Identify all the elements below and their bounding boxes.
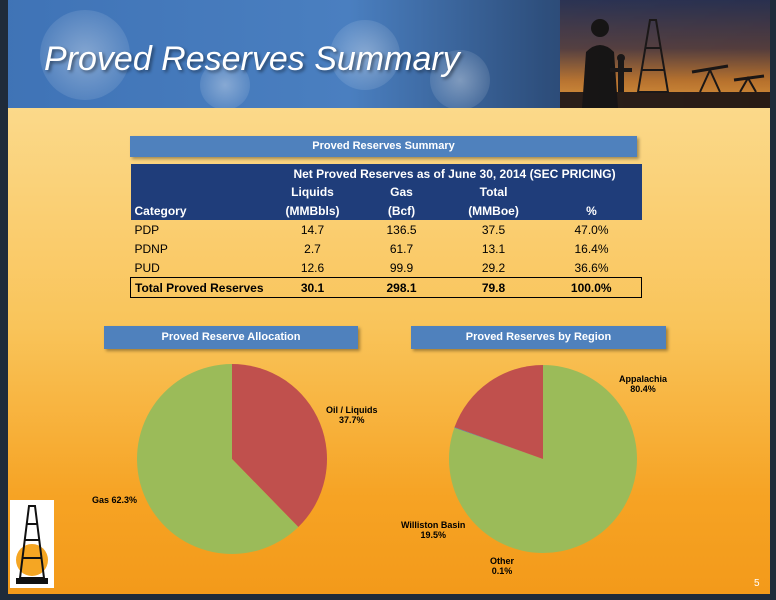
col-header-top: [130, 183, 268, 201]
appalachia-slice-label: Appalachia 80.4%: [619, 374, 668, 394]
table-header-row-top: Liquids Gas Total: [130, 183, 642, 201]
row-liquids: 2.7: [304, 241, 321, 256]
table-banner: Proved Reserves Summary: [130, 136, 637, 157]
total-gas: 298.1: [357, 277, 446, 298]
table-row: PDP 14.7 136.5 37.5 47.0%: [131, 220, 642, 239]
row-pct: 47.0%: [574, 222, 609, 237]
col-header-top: Liquids: [267, 183, 358, 201]
row-total: 29.2: [481, 260, 506, 275]
allocation-pie-chart: [137, 364, 327, 554]
row-liquids: 14.7: [300, 222, 325, 237]
frame-bottom: [0, 594, 776, 600]
col-header-top: [541, 183, 642, 201]
allocation-chart-title: Proved Reserve Allocation: [104, 326, 358, 349]
gas-slice-label: Gas 62.3%: [92, 495, 138, 505]
row-category: PDNP: [134, 241, 168, 256]
table-header-row-bottom: Category (MMBbls) (Bcf) (MMBoe) %: [130, 201, 642, 220]
reserves-table: Net Proved Reserves as of June 30, 2014 …: [129, 164, 643, 298]
region-chart-title: Proved Reserves by Region: [411, 326, 666, 349]
liquids-slice-label: Oil / Liquids 37.7%: [326, 405, 378, 425]
williston-slice-label: Williston Basin 19.5%: [401, 520, 466, 540]
williston-slice: [454, 365, 543, 459]
col-header-pct: %: [541, 201, 642, 220]
col-header-gas: (Bcf): [357, 201, 446, 220]
other-slice: [454, 427, 543, 459]
row-gas: 61.7: [389, 241, 414, 256]
row-total: 37.5: [481, 222, 506, 237]
row-gas: 136.5: [386, 222, 417, 237]
total-pct: 100.0%: [541, 277, 643, 298]
table-row: PUD 12.6 99.9 29.2 36.6%: [131, 258, 642, 278]
row-pct: 36.6%: [574, 260, 609, 275]
col-header-liquids: (MMBbls): [267, 201, 358, 220]
slide-title: Proved Reserves Summary: [44, 40, 460, 78]
col-header-top: Gas: [357, 183, 446, 201]
total-total: 79.8: [445, 277, 542, 298]
row-gas: 99.9: [389, 260, 414, 275]
col-header-total: (MMBoe): [445, 201, 542, 220]
frame-left: [0, 0, 8, 600]
row-pct: 16.4%: [574, 241, 609, 256]
liquids-slice: [232, 364, 327, 528]
table-row: PDNP 2.7 61.7 13.1 16.4%: [131, 239, 642, 258]
page-number: 5: [754, 578, 760, 589]
total-liquids: 30.1: [267, 277, 358, 298]
company-logo: [10, 500, 54, 588]
table-group-header: Net Proved Reserves as of June 30, 2014 …: [267, 164, 642, 183]
header-band: Proved Reserves Summary: [0, 0, 776, 108]
col-header-category: Category: [130, 201, 268, 220]
table-group-header-row: Net Proved Reserves as of June 30, 2014 …: [130, 164, 642, 183]
row-total: 13.1: [481, 241, 506, 256]
table-total-row: Total Proved Reserves 30.1 298.1 79.8 10…: [129, 277, 643, 298]
other-slice-label: Other 0.1%: [490, 556, 515, 576]
region-pie-chart: [449, 365, 637, 553]
frame-right: [770, 0, 776, 600]
gas-slice: [137, 364, 299, 554]
row-category: PUD: [134, 260, 160, 275]
oilfield-sunset-picture: [560, 0, 776, 108]
row-liquids: 12.6: [300, 260, 325, 275]
col-header-top: Total: [445, 183, 542, 201]
row-category: PDP: [134, 222, 160, 237]
total-category: Total Proved Reserves: [129, 277, 268, 298]
